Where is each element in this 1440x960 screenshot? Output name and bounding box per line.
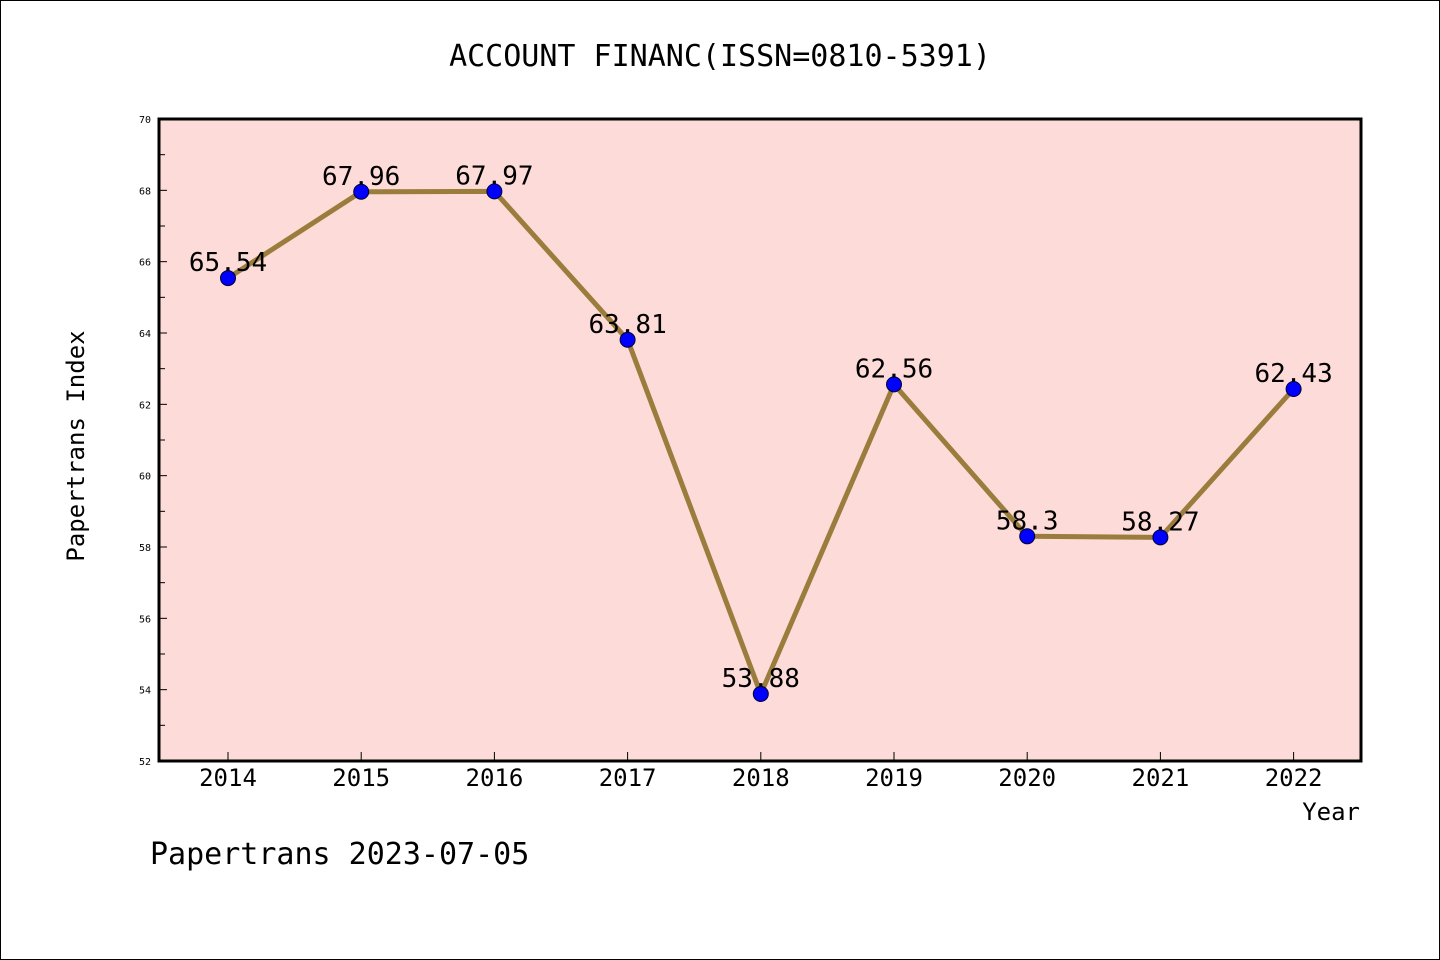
plot-area: [157, 117, 1363, 763]
data-point-2016: [486, 183, 503, 200]
data-point-2017: [619, 331, 636, 348]
data-point-2018: [752, 685, 769, 702]
data-label-2020: 58.3: [996, 506, 1059, 536]
x-tick-label: 2022: [1265, 764, 1323, 792]
x-tick-label: 2016: [466, 764, 524, 792]
y-tick-label: 68: [139, 186, 151, 197]
y-tick-label: 60: [139, 472, 151, 483]
x-axis: 2014 2015 2016 2017 2018 2019 2020 2021 2022: [199, 752, 1322, 792]
data-label-2014: 65.54: [189, 248, 267, 278]
x-tick-label: 2019: [865, 764, 923, 792]
data-labels: 65.54 67.96 67.97 63.81 53.88 62.56 58.3 58.27 6…: [189, 161, 1333, 694]
footer-text: Papertrans 2023-07-05: [150, 837, 529, 872]
data-point-2020: [1019, 528, 1036, 545]
data-point-2019: [886, 376, 902, 393]
y-tick-label: 56: [139, 614, 151, 625]
data-label-2021: 58.27: [1121, 507, 1199, 537]
x-tick-label: 2020: [998, 764, 1056, 792]
x-tick-label: 2014: [199, 764, 257, 792]
y-tick-label: 66: [139, 258, 151, 269]
y-tick-label: 58: [139, 543, 151, 554]
y-tick-label: 70: [139, 115, 151, 126]
data-label-2022: 62.43: [1254, 359, 1332, 389]
series-markers: [220, 183, 1302, 702]
data-label-2019: 62.56: [855, 354, 933, 384]
x-axis-label: Year: [1302, 798, 1360, 826]
data-label-2015: 67.96: [322, 162, 400, 192]
y-axis: 52 54 56 58 60 62 64 66 68 70: [139, 115, 167, 768]
data-label-2018: 53.88: [722, 664, 800, 694]
data-label-2017: 63.81: [588, 310, 666, 340]
data-label-2016: 67.97: [455, 161, 533, 191]
data-point-2022: [1285, 380, 1302, 397]
x-tick-label: 2021: [1132, 764, 1190, 792]
x-tick-label: 2018: [732, 764, 790, 792]
chart-title: ACCOUNT FINANC(ISSN=0810-5391): [449, 39, 991, 74]
y-tick-label: 64: [139, 329, 151, 340]
y-axis-label: Papertrans Index: [62, 330, 90, 561]
y-tick-label: 54: [139, 686, 151, 697]
y-tick-label: 52: [139, 757, 151, 768]
x-tick-label: 2015: [332, 764, 390, 792]
data-point-2015: [353, 183, 370, 200]
y-tick-label: 62: [139, 400, 151, 411]
data-point-2014: [220, 270, 236, 287]
data-point-2021: [1152, 529, 1169, 546]
x-tick-label: 2017: [599, 764, 657, 792]
